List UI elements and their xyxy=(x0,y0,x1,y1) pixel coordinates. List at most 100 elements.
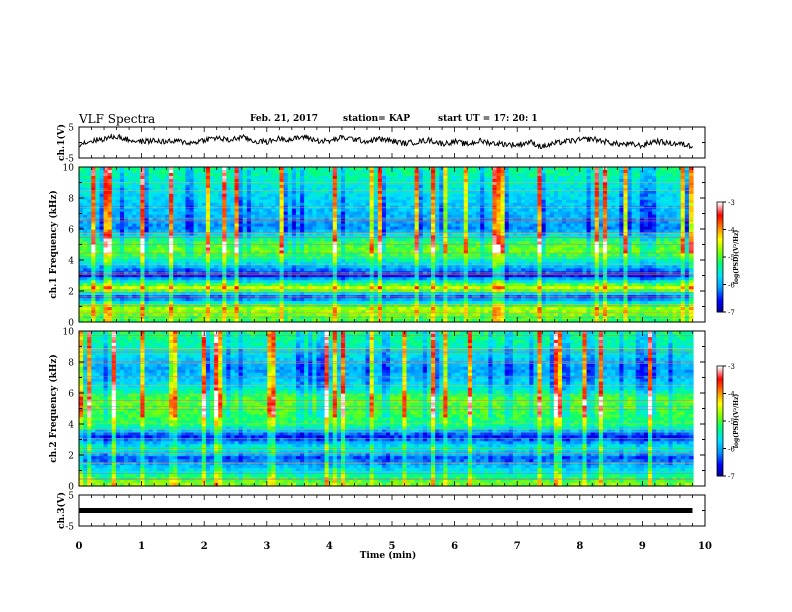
spectrogram-cell xyxy=(386,167,391,171)
spectrogram-cell xyxy=(566,223,571,228)
spectrogram-cell xyxy=(664,220,670,225)
spectrogram-cell xyxy=(95,190,101,195)
spectrogram-cell xyxy=(582,167,588,171)
spectrogram-cell xyxy=(353,208,358,213)
spectrogram-cell xyxy=(431,199,436,204)
spectrogram-cell xyxy=(672,223,678,228)
spectrogram-cell xyxy=(226,223,232,228)
spectrogram-cell xyxy=(508,223,514,228)
spectrogram-cell xyxy=(267,184,272,189)
spectrogram-cell xyxy=(201,229,207,234)
spectrogram-cell xyxy=(635,211,641,216)
spectrogram-cell xyxy=(95,232,101,237)
spectrogram-cell xyxy=(267,250,272,255)
spectrogram-cell xyxy=(271,232,277,237)
spectrogram-cell xyxy=(279,178,285,183)
spectrogram-cell xyxy=(512,190,518,195)
spectrogram-cell xyxy=(263,199,268,204)
spectrogram-cell xyxy=(390,232,395,237)
spectrogram-cell xyxy=(668,196,674,201)
spectrogram-cell xyxy=(647,208,653,213)
spectrogram-cell xyxy=(545,223,551,228)
spectrogram-cell xyxy=(422,167,428,171)
spectrogram-cell xyxy=(611,238,616,243)
spectrogram-cell xyxy=(173,199,178,204)
spectrogram-cell xyxy=(451,250,457,255)
spectrogram-cell xyxy=(398,214,403,219)
spectrogram-cell xyxy=(300,229,305,234)
spectrogram-cell xyxy=(488,169,494,174)
spectrogram-cell xyxy=(140,256,146,260)
spectrogram-cell xyxy=(271,169,277,174)
spectrogram-cell xyxy=(533,256,539,260)
spectrogram-cell xyxy=(643,217,649,222)
spectrogram-cell xyxy=(115,265,121,269)
spectrogram-cell xyxy=(381,247,387,252)
spectrogram-cell xyxy=(598,187,604,192)
spectrogram-cell xyxy=(398,226,403,231)
spectrogram-cell xyxy=(156,202,162,207)
spectrogram-cell xyxy=(119,259,125,263)
spectrogram-cell xyxy=(95,226,101,231)
spectrogram-cell xyxy=(271,217,277,222)
spectrogram-cell xyxy=(549,202,555,207)
spectrogram-cell xyxy=(512,217,518,222)
spectrogram-cell xyxy=(357,167,363,171)
spectrogram-cell xyxy=(111,190,117,195)
spectrogram-cell xyxy=(390,193,395,198)
start-time-label: start UT = 17: 20: 1 xyxy=(438,114,538,124)
spectrogram-cell xyxy=(586,193,592,198)
spectrogram-cell xyxy=(381,202,387,207)
spectrogram-cell xyxy=(516,175,522,180)
spectrogram-cell xyxy=(353,247,358,252)
spectrogram-cell xyxy=(83,259,88,263)
spectrogram-cell xyxy=(676,178,682,183)
spectrogram-cell xyxy=(660,172,665,177)
spectrogram-cell xyxy=(369,178,375,183)
spectrogram-cell xyxy=(83,208,88,213)
spectrogram-cell xyxy=(463,196,469,201)
spectrogram-cell xyxy=(431,220,436,225)
spectrogram-cell xyxy=(607,211,612,216)
spectrogram-cell xyxy=(390,247,395,252)
spectrogram-cell xyxy=(652,244,657,249)
spectrogram-cell xyxy=(316,250,322,255)
spectrogram-cell xyxy=(209,211,215,216)
spectrogram-cell xyxy=(394,250,399,255)
spectrogram-cell xyxy=(160,193,166,198)
spectrogram-cell xyxy=(615,211,620,216)
spectrogram-cell xyxy=(295,193,301,198)
spectrogram-cell xyxy=(259,193,264,198)
spectrogram-cell xyxy=(218,214,223,219)
spectrogram-cell xyxy=(275,220,281,225)
spectrogram-cell xyxy=(467,259,473,263)
spectrogram-cell xyxy=(189,220,195,225)
spectrogram-cell xyxy=(259,202,264,207)
spectrogram-cell xyxy=(476,229,481,234)
spectrogram-cell xyxy=(602,217,608,222)
spectrogram-cell xyxy=(209,178,215,183)
spectrogram-cell xyxy=(107,196,113,201)
spectrogram-cell xyxy=(140,250,146,255)
spectrogram-cell xyxy=(361,175,367,180)
spectrogram-cell xyxy=(664,178,670,183)
spectrogram-cell xyxy=(336,253,342,258)
spectrogram-cell xyxy=(492,214,498,219)
spectrogram-cell xyxy=(635,247,641,252)
spectrogram-cell xyxy=(451,169,457,174)
spectrogram-cell xyxy=(410,175,416,180)
spectrogram-cell xyxy=(152,259,158,263)
spectrogram-cell xyxy=(336,187,342,192)
spectrogram-cell xyxy=(156,181,162,186)
spectrogram-cell xyxy=(144,253,150,258)
spectrogram-cell xyxy=(562,244,567,249)
spectrogram-cell xyxy=(414,184,420,189)
spectrogram-cell xyxy=(189,175,195,180)
spectrogram-cell xyxy=(570,223,575,228)
spectrogram-cell xyxy=(381,181,387,186)
spectrogram-cell xyxy=(578,184,584,189)
spectrogram-cell xyxy=(91,169,96,174)
spectrogram-cell xyxy=(316,167,322,171)
spectrogram-cell xyxy=(201,187,207,192)
spectrogram-cell xyxy=(279,223,285,228)
